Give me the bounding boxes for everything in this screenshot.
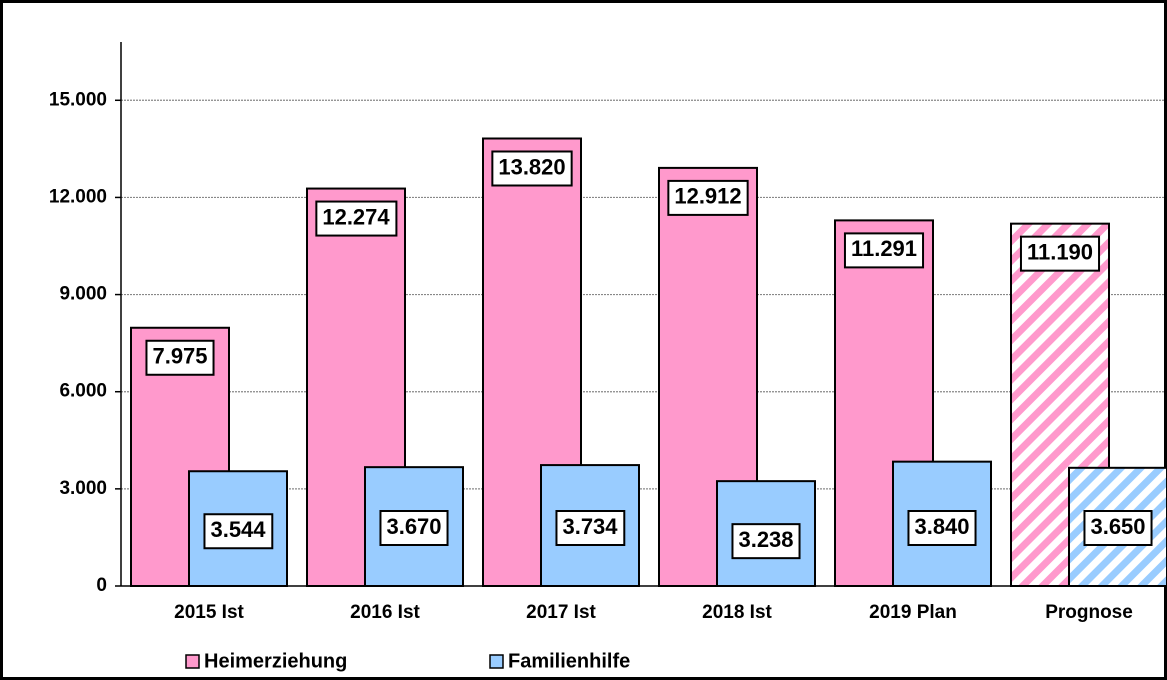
- value-label: 3.238: [738, 527, 793, 552]
- value-label-box: [1083, 510, 1153, 546]
- x-tick-label: 2016 Ist: [350, 602, 420, 623]
- legend-label: Familienhilfe: [508, 650, 630, 672]
- value-label: 12.912: [674, 184, 741, 209]
- y-tick-label: 3.000: [59, 478, 107, 499]
- y-tick-label: 6.000: [59, 381, 107, 402]
- value-label: 3.544: [210, 517, 266, 542]
- value-label: 3.650: [1090, 514, 1145, 539]
- x-tick-label: 2018 Ist: [702, 602, 772, 623]
- x-tick-label: Prognose: [1045, 602, 1133, 623]
- y-tick-label: 0: [96, 575, 107, 596]
- value-label: 7.975: [152, 344, 207, 369]
- value-label: 12.274: [322, 204, 390, 229]
- value-label-box: [731, 523, 801, 560]
- value-label-box: [379, 510, 449, 546]
- x-tick-label: 2015 Ist: [174, 602, 244, 623]
- legend-swatch: [185, 654, 200, 669]
- value-label-box: [843, 232, 925, 269]
- value-label-box: [1019, 235, 1101, 272]
- value-label-box: [145, 339, 215, 376]
- x-tick-label: 2017 Ist: [526, 602, 596, 623]
- value-label: 3.670: [386, 514, 441, 539]
- value-label: 11.190: [1027, 239, 1093, 264]
- y-tick-label: 12.000: [49, 186, 107, 207]
- value-label: 11.291: [851, 236, 917, 261]
- legend-swatch: [489, 654, 504, 669]
- value-label-box: [907, 510, 977, 546]
- x-tick-label: 2019 Plan: [869, 602, 957, 623]
- value-label: 3.840: [914, 514, 969, 539]
- y-tick-label: 15.000: [49, 89, 107, 110]
- value-label-box: [315, 200, 398, 237]
- value-label-box: [491, 150, 573, 187]
- value-label-box: [555, 510, 626, 546]
- legend-label: Heimerziehung: [204, 650, 347, 672]
- value-label-box: [203, 513, 274, 550]
- value-label: 3.734: [562, 514, 618, 539]
- value-label-box: [667, 179, 749, 216]
- y-tick-label: 9.000: [59, 284, 107, 305]
- value-label: 13.820: [498, 154, 565, 179]
